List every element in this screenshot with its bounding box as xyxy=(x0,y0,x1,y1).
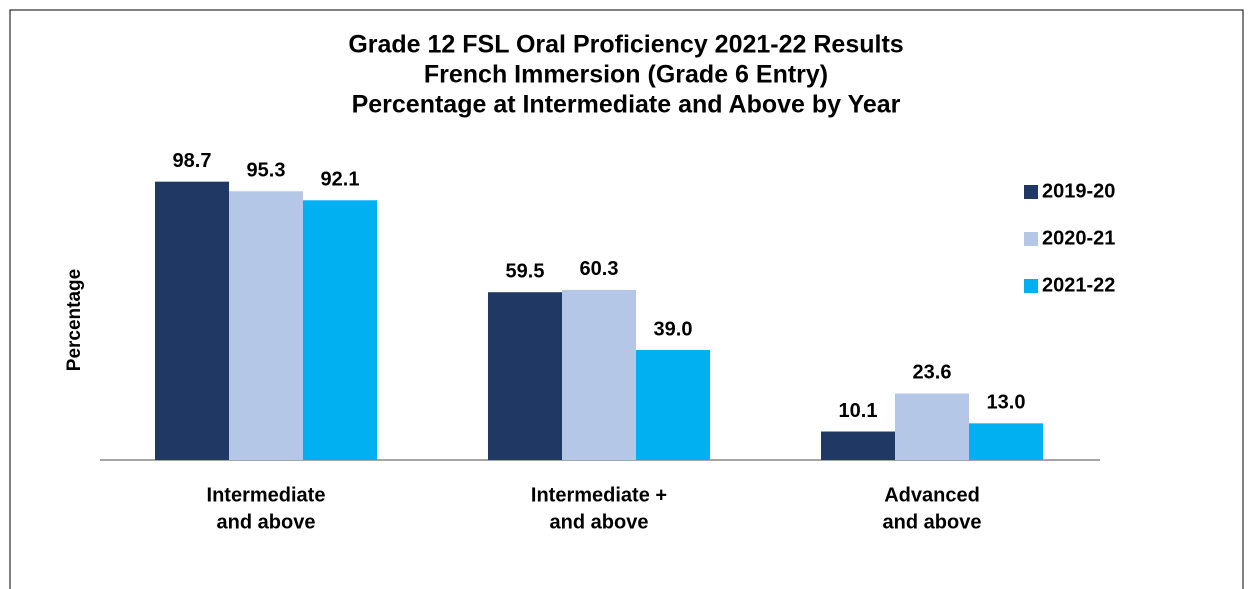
data-label: 59.5 xyxy=(506,260,545,282)
bar xyxy=(636,350,710,460)
x-tick-label: and above xyxy=(217,511,316,533)
bar xyxy=(895,393,969,460)
data-label: 23.6 xyxy=(913,362,952,384)
data-label: 60.3 xyxy=(580,258,619,280)
legend-label: 2020-21 xyxy=(1042,227,1115,249)
x-tick-label: and above xyxy=(550,511,649,533)
x-tick-label: Advanced xyxy=(884,484,980,506)
data-label: 10.1 xyxy=(839,400,878,422)
data-label: 13.0 xyxy=(987,392,1026,414)
legend-label: 2019-20 xyxy=(1042,180,1115,202)
y-axis-label: Percentage xyxy=(64,269,85,371)
bar xyxy=(488,292,562,460)
data-label: 39.0 xyxy=(654,318,693,340)
chart-title: French Immersion (Grade 6 Entry) xyxy=(424,61,828,89)
data-label: 98.7 xyxy=(173,150,212,172)
legend-label: 2021-22 xyxy=(1042,274,1115,296)
bar xyxy=(821,431,895,460)
bar xyxy=(229,191,303,460)
x-tick-label: and above xyxy=(883,511,982,533)
legend-swatch xyxy=(1024,232,1038,246)
legend-swatch xyxy=(1024,279,1038,293)
bar xyxy=(155,181,229,460)
data-label: 95.3 xyxy=(247,160,286,182)
data-label: 92.1 xyxy=(321,169,360,191)
x-tick-label: Intermediate + xyxy=(531,484,667,506)
chart-title: Percentage at Intermediate and Above by … xyxy=(352,91,901,119)
bar xyxy=(562,289,636,460)
x-tick-label: Intermediate xyxy=(207,484,326,506)
bar xyxy=(969,423,1043,460)
chart-frame xyxy=(9,9,1244,589)
chart-title: Grade 12 FSL Oral Proficiency 2021-22 Re… xyxy=(348,31,903,59)
bar xyxy=(303,200,377,460)
legend-swatch xyxy=(1024,185,1038,199)
